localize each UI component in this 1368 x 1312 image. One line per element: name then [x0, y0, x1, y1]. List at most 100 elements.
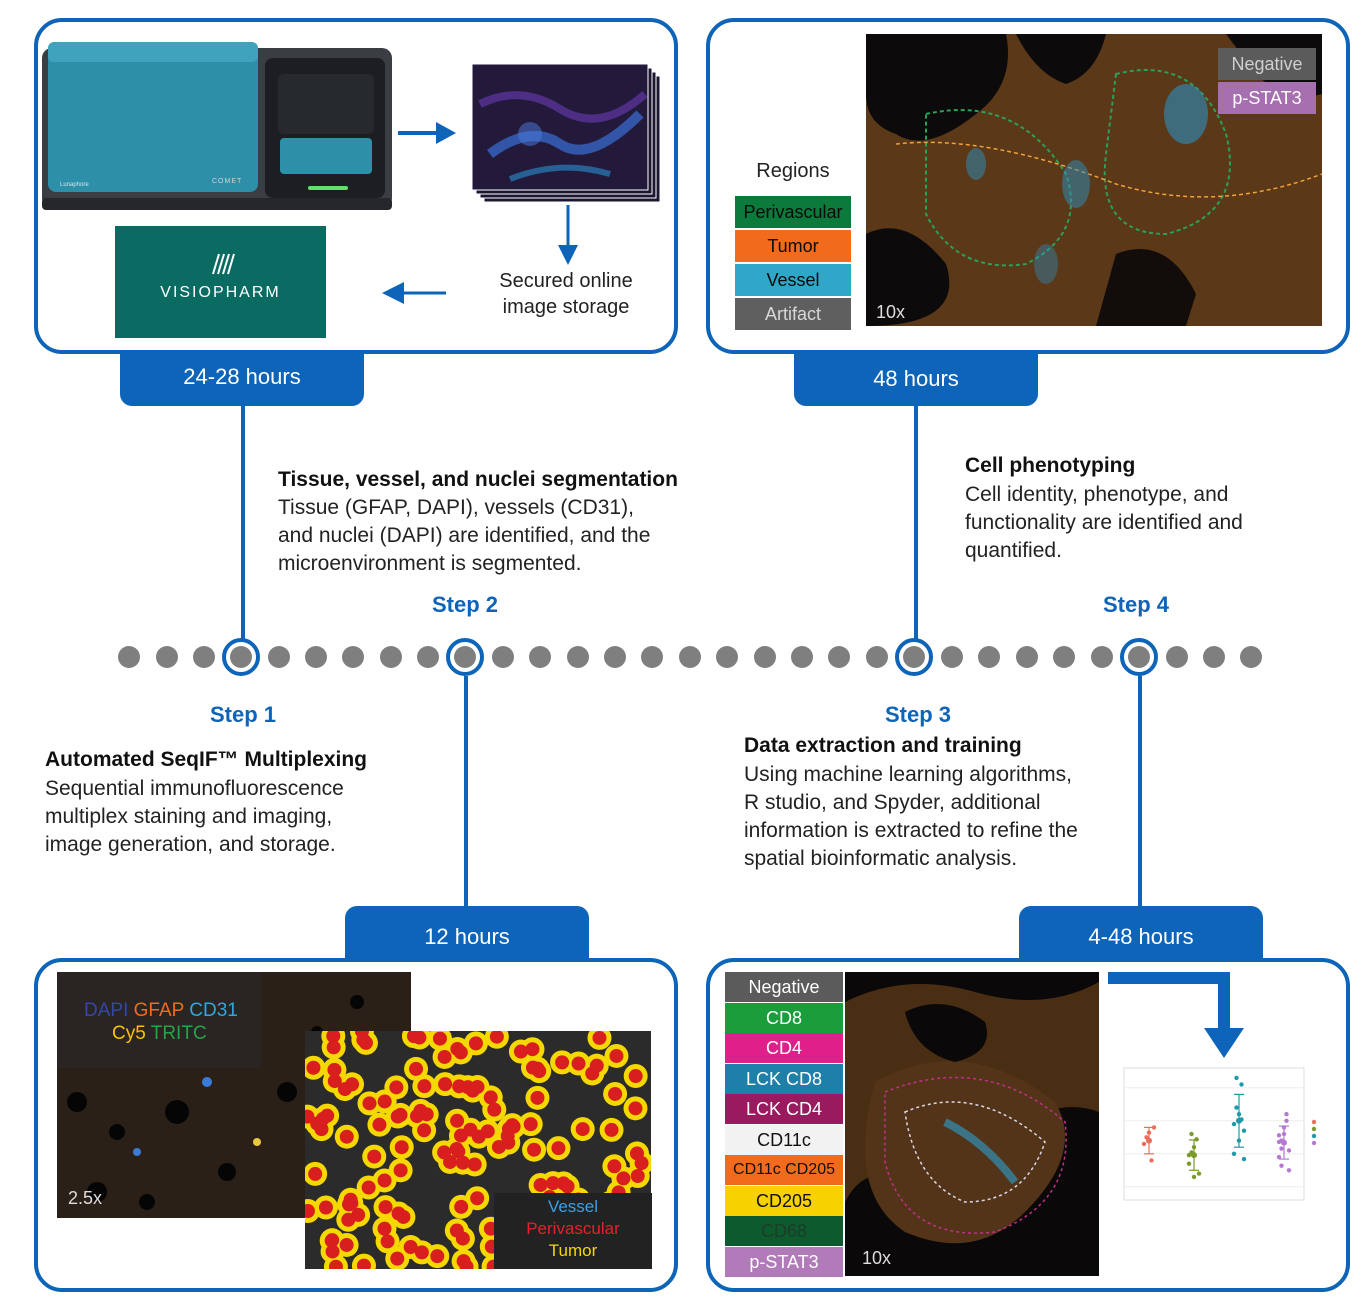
nucleus-mark: [546, 1176, 561, 1191]
nucleus-mark: [450, 1113, 465, 1128]
timeline-dot: [380, 646, 402, 668]
mean-point: [1146, 1137, 1152, 1144]
nucleus-mark: [306, 1060, 321, 1075]
timeline-dot: [118, 646, 140, 668]
nucleus-mark: [630, 1168, 645, 1183]
nucleus-mark: [533, 1177, 548, 1192]
nucleus-mark: [437, 1049, 452, 1064]
phenotype-legend-item: LCK CD4: [725, 1094, 843, 1124]
nucleus-mark: [362, 1096, 377, 1111]
seg-legend-tumor: Tumor: [548, 1241, 598, 1260]
timeline-dot: [866, 646, 888, 668]
nucleus-mark: [551, 1141, 566, 1156]
data-point: [1231, 1121, 1237, 1127]
instrument-brand: COMET: [212, 178, 243, 185]
step4-title: Cell phenotyping: [965, 454, 1136, 477]
timeline-step-marker: [895, 638, 933, 676]
data-point: [1189, 1131, 1194, 1137]
timeline-dot: [1091, 646, 1113, 668]
data-point: [1231, 1151, 1237, 1156]
data-point: [1241, 1156, 1247, 1162]
timeline-dot: [1016, 646, 1038, 668]
timeline-dot: [268, 646, 290, 668]
data-point: [1284, 1112, 1289, 1117]
region-legend-item: Perivascular: [735, 196, 851, 228]
mean-point: [1191, 1152, 1197, 1159]
dot-plot: [1108, 1060, 1338, 1220]
nucleus-mark: [438, 1077, 453, 1092]
nucleus-mark: [389, 1080, 404, 1095]
timeline-dot: [791, 646, 813, 668]
data-point: [1286, 1168, 1292, 1173]
timeline-dot: [492, 646, 514, 668]
arrow-down-icon: [555, 205, 581, 272]
nucleus-mark: [378, 1200, 393, 1215]
nucleus-mark: [339, 1237, 354, 1252]
nucleus-mark: [413, 1103, 428, 1118]
timeline-dot: [679, 646, 701, 668]
phenotype-tissue-image: [845, 972, 1099, 1276]
step1-desc: Sequential immunofluorescence multiplex …: [45, 777, 344, 856]
timeline-step-dot: [903, 646, 925, 668]
svg-text:Lunaphore: Lunaphore: [60, 182, 89, 188]
segmentation-legend: [494, 1193, 652, 1269]
timeline-dot: [417, 646, 439, 668]
magnification-label: 10x: [862, 1248, 892, 1268]
nucleus-mark: [459, 1259, 474, 1269]
phenotype-legend-item: CD8: [725, 1002, 843, 1033]
storage-label: Secured online image storage: [499, 270, 633, 318]
arrow-bent-down-icon: [1108, 972, 1248, 1067]
arrow-left-icon: [380, 280, 450, 311]
timeline-dot: [978, 646, 1000, 668]
nucleus-mark: [437, 1145, 452, 1160]
step1-label: Step 1: [210, 702, 277, 727]
nucleus-mark: [326, 1031, 341, 1043]
region-legend-item: Vessel: [735, 264, 851, 296]
comet-instrument-image: Lunaphore: [40, 38, 398, 214]
time-tab-step4: 48 hours: [794, 352, 1038, 406]
seg-legend-perivascular: Perivascular: [526, 1219, 620, 1238]
data-point: [1194, 1137, 1199, 1142]
legend-key: [1311, 1140, 1317, 1146]
marker-gfap: GFAP: [133, 1000, 184, 1021]
nucleus-mark: [372, 1117, 387, 1132]
nucleus-mark: [449, 1141, 464, 1156]
step1-title: Automated SeqIF™ Multiplexing: [45, 748, 368, 771]
timeline-dot: [305, 646, 327, 668]
nucleus-mark: [377, 1173, 392, 1188]
nucleus-mark: [455, 1231, 470, 1246]
visiopharm-logo: VISIOPHARM: [115, 226, 326, 338]
nucleus-mark: [530, 1090, 545, 1105]
mean-point: [1236, 1117, 1242, 1124]
phenotype-legend-item: CD4: [725, 1033, 843, 1063]
nucleus-mark: [412, 1031, 427, 1045]
nucleus-mark: [575, 1122, 590, 1137]
step3-title: Data extraction and training: [744, 734, 1022, 757]
nucleus-mark: [327, 1074, 342, 1089]
connector-step4-up: [914, 405, 918, 639]
timeline-step-marker: [446, 638, 484, 676]
timeline-step-dot: [1128, 646, 1150, 668]
timeline-dot: [1166, 646, 1188, 668]
marker-line-2: Cy5 TRITC: [112, 1023, 207, 1045]
data-point: [1234, 1075, 1239, 1081]
connector-step2: [464, 676, 468, 908]
nucleus-mark: [393, 1163, 408, 1178]
nucleus-mark: [450, 1041, 465, 1056]
overlay-legend-item: Negative: [1218, 48, 1316, 80]
nucleus-mark: [356, 1258, 371, 1269]
nucleus-mark: [403, 1240, 418, 1255]
nucleus-mark: [532, 1064, 547, 1079]
nucleus-mark: [409, 1061, 424, 1076]
nucleus-mark: [310, 1116, 325, 1131]
time-tab-step2: 12 hours: [345, 906, 589, 964]
nucleus-mark: [604, 1122, 619, 1137]
data-point: [1276, 1133, 1282, 1138]
magnification-label: 10x: [876, 302, 906, 322]
arrow-right-icon: [396, 120, 458, 151]
nucleus-mark: [324, 1233, 339, 1248]
step4-label: Step 4: [1103, 592, 1170, 617]
nucleus-mark: [489, 1031, 504, 1044]
nucleus-mark: [318, 1200, 333, 1215]
timeline-step-marker: [1120, 638, 1158, 676]
